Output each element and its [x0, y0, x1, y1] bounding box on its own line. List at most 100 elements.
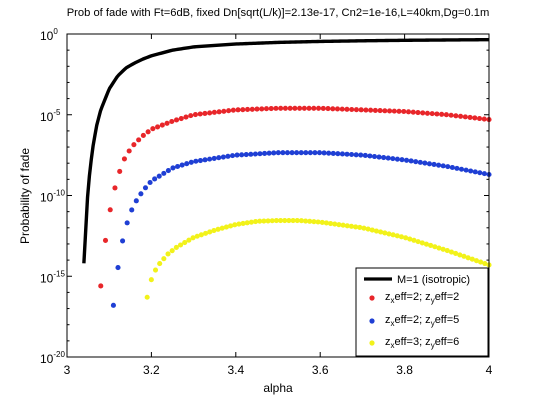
data-point-s36 [473, 258, 480, 264]
data-point-s25 [207, 156, 213, 162]
data-point-s25 [275, 150, 281, 156]
legend-swatch-s25 [369, 318, 375, 324]
legend-s36-b: eff=3; z [395, 336, 431, 348]
data-point-s25 [229, 153, 236, 159]
data-point-s22 [353, 107, 359, 113]
data-point-s25 [431, 161, 437, 168]
data-point-s22 [330, 106, 336, 112]
data-point-s25 [280, 150, 286, 156]
legend-s36-b-sub: y [431, 341, 435, 350]
data-point-s22 [98, 283, 104, 289]
y-tick-label: 10-20 [40, 350, 65, 366]
data-point-s36 [432, 244, 438, 250]
data-point-s36 [190, 235, 196, 241]
legend-label-isotropic: M=1 (isotropic) [397, 274, 470, 286]
data-point-s36 [248, 219, 254, 225]
data-point-s22 [155, 124, 161, 130]
x-axis-label: alpha [263, 381, 293, 395]
data-point-s25 [266, 150, 272, 156]
data-point-s22 [292, 105, 298, 111]
data-point-s36 [415, 239, 421, 245]
data-point-s22 [429, 111, 435, 117]
legend-s25-b-sub: y [431, 319, 435, 328]
data-point-s22 [159, 122, 165, 128]
data-point-s36 [411, 237, 417, 243]
data-point-s22 [363, 107, 369, 113]
legend-s22-a-sub: x [391, 296, 395, 305]
data-point-s22 [420, 110, 426, 116]
data-point-s25 [404, 157, 410, 163]
data-point-s22 [358, 107, 364, 113]
y-tick-base: 10 [40, 191, 54, 205]
data-point-s36 [253, 218, 259, 225]
data-point-s22 [211, 109, 217, 115]
data-point-s25 [165, 168, 171, 174]
data-point-s36 [161, 256, 167, 262]
x-tick-label: 4 [486, 363, 493, 377]
data-point-s36 [148, 277, 154, 283]
data-point-s22 [306, 105, 312, 111]
data-point-s22 [391, 108, 397, 114]
data-point-s25 [115, 265, 121, 271]
data-point-s36 [265, 218, 271, 224]
data-point-s25 [358, 152, 364, 158]
data-point-s36 [207, 229, 213, 235]
data-point-s36 [323, 220, 329, 226]
data-point-s25 [463, 167, 469, 173]
legend-s22-b-sub: y [431, 296, 435, 305]
data-point-s36 [298, 218, 304, 224]
data-point-s22 [183, 114, 189, 120]
data-point-s25 [339, 151, 345, 157]
data-point-s25 [413, 159, 419, 165]
data-point-s36 [378, 229, 384, 235]
data-point-s36 [261, 218, 267, 224]
data-point-s36 [182, 240, 188, 246]
data-point-s36 [223, 224, 229, 230]
data-point-s22 [424, 110, 431, 116]
data-point-s22 [481, 116, 487, 122]
data-point-s36 [319, 219, 325, 225]
data-point-s22 [372, 107, 378, 113]
series-line-iso [82, 37, 490, 264]
data-point-s25 [371, 153, 378, 160]
data-point-s36 [177, 242, 184, 248]
data-point-s25 [170, 165, 176, 171]
data-point-s22 [136, 137, 142, 143]
data-point-s25 [417, 159, 423, 165]
data-point-s36 [403, 235, 409, 241]
y-tick-base: 10 [40, 110, 54, 124]
data-point-s22 [268, 106, 274, 112]
data-point-s22 [173, 117, 180, 123]
data-point-s22 [344, 106, 350, 112]
data-point-s22 [249, 106, 255, 112]
data-point-s22 [207, 110, 213, 116]
data-point-s36 [144, 294, 150, 300]
data-point-s22 [145, 129, 151, 135]
data-point-s22 [121, 156, 127, 162]
data-point-s25 [197, 157, 203, 164]
data-point-s25 [124, 220, 130, 226]
data-point-s25 [390, 156, 396, 162]
data-point-s25 [252, 151, 258, 157]
data-point-s22 [434, 111, 440, 117]
y-axis-label: Probability of fade [18, 148, 32, 244]
data-point-s36 [211, 227, 217, 234]
data-point-s36 [394, 233, 400, 239]
data-point-s22 [107, 207, 113, 213]
data-point-s25 [422, 160, 428, 166]
data-point-s36 [257, 218, 263, 224]
data-point-s22 [448, 112, 454, 118]
x-tick-label: 3.6 [312, 363, 329, 377]
data-point-s25 [184, 161, 190, 167]
data-point-s22 [401, 108, 407, 115]
data-point-s36 [282, 217, 288, 224]
data-point-s22 [216, 109, 222, 115]
data-point-s36 [169, 248, 175, 254]
data-point-s22 [316, 105, 322, 111]
data-point-s22 [377, 108, 383, 114]
data-point-s36 [198, 232, 204, 238]
data-point-s22 [244, 106, 251, 113]
data-point-s36 [228, 223, 234, 229]
